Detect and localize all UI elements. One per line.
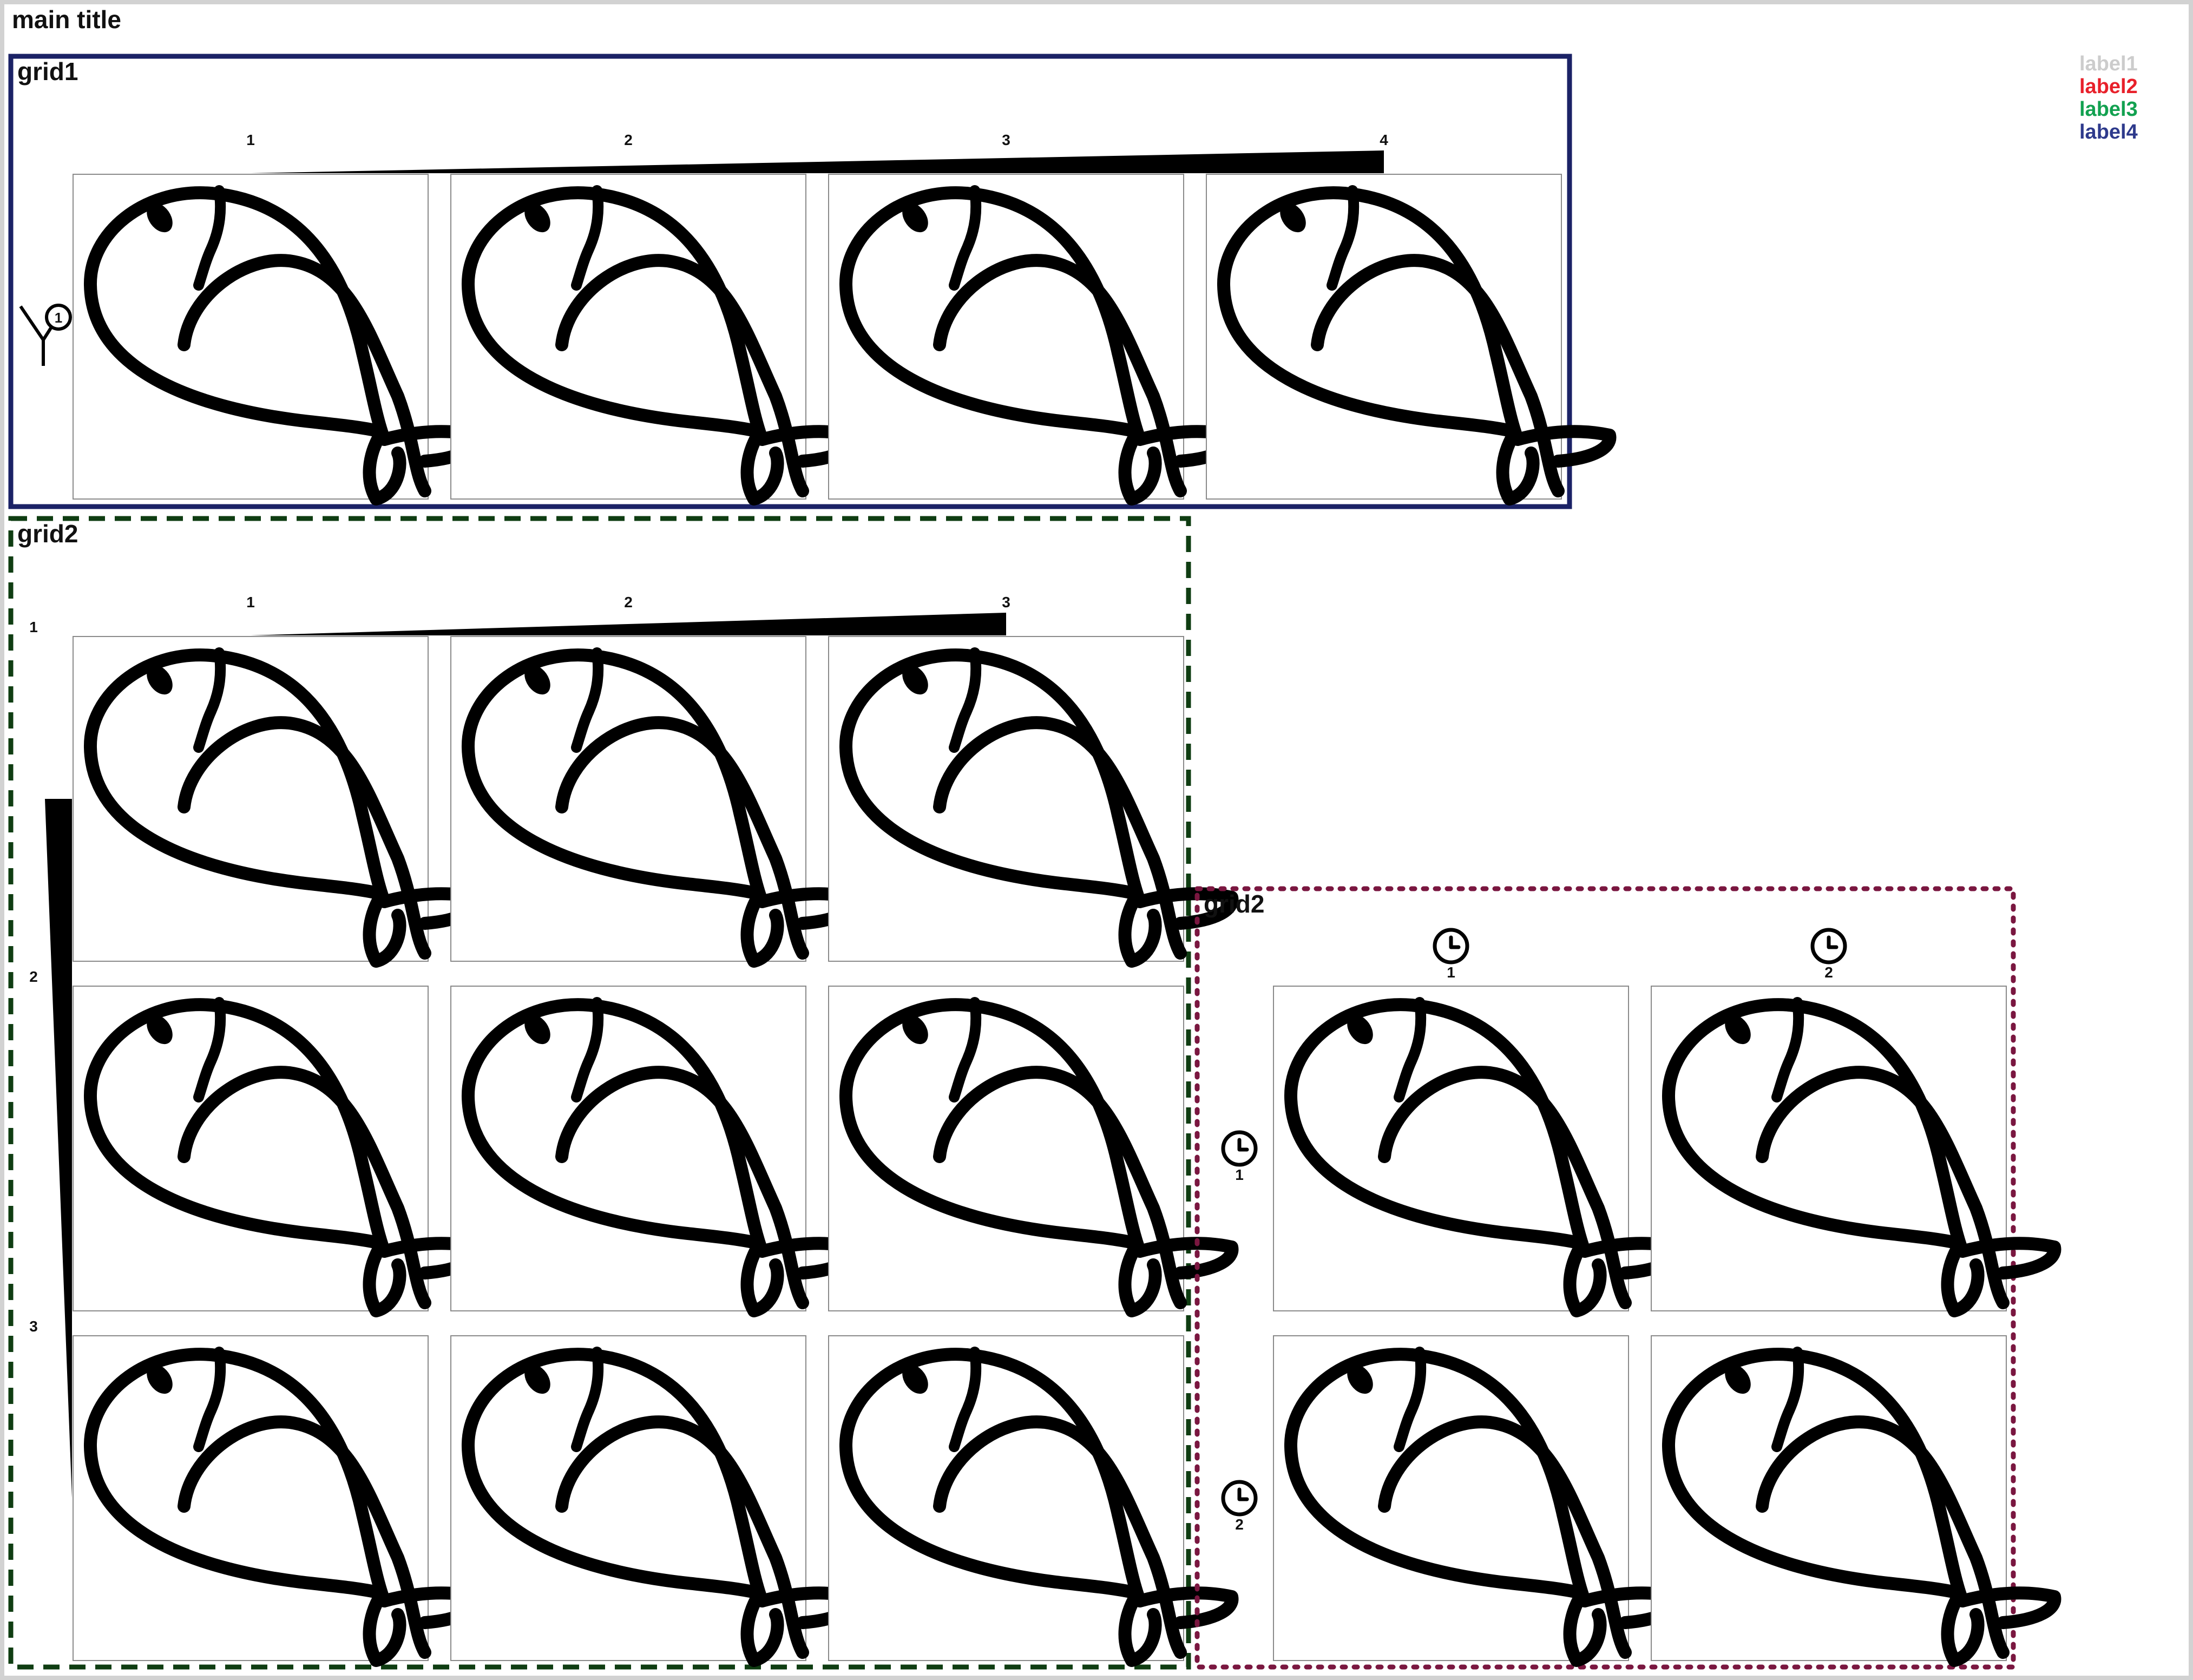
legend-label-3: label3 bbox=[2079, 98, 2138, 121]
col-label: 2 bbox=[624, 594, 633, 611]
legend-label-4: label4 bbox=[2079, 121, 2138, 143]
clock-icon bbox=[1435, 930, 1467, 962]
row-label: 3 bbox=[29, 1318, 38, 1335]
legend-label-1: label1 bbox=[2079, 52, 2138, 75]
row-label: 2 bbox=[29, 968, 38, 985]
legend: label1 label2 label3 label4 bbox=[2079, 52, 2138, 143]
wedge-ramp-icon bbox=[251, 613, 1006, 635]
row-label: 1 bbox=[55, 310, 62, 326]
col-label: 3 bbox=[1002, 132, 1010, 148]
grid-title: grid2 bbox=[17, 520, 78, 548]
grid-border bbox=[8, 54, 1572, 509]
branch-node-icon bbox=[19, 304, 72, 366]
clock-icon bbox=[1813, 930, 1845, 962]
grid-title: grid1 bbox=[17, 57, 78, 86]
wedge-ramp-icon bbox=[45, 799, 72, 1498]
wedge-ramp-icon bbox=[251, 150, 1384, 173]
grid-panel: grid2 1 2 1 2 bbox=[1194, 886, 2054, 1670]
main-title: main title bbox=[12, 5, 121, 34]
grid-title: grid2 bbox=[1204, 890, 1264, 918]
row-label: 1 bbox=[29, 619, 38, 635]
row-label: 2 bbox=[1235, 1516, 1244, 1533]
grid-panel: grid2 1 2 3 1 2 3 bbox=[8, 516, 1232, 1670]
grid-border bbox=[8, 516, 1191, 1670]
col-label: 1 bbox=[1447, 964, 1455, 981]
row-label: 1 bbox=[1235, 1166, 1244, 1183]
col-label: 1 bbox=[246, 132, 255, 148]
grids-layer: grid1 1 2 3 4 1 grid2 1 2 3 1 2 3 grid2 1 2 1 2 bbox=[8, 54, 2054, 1670]
col-label: 2 bbox=[1824, 964, 1833, 981]
col-label: 3 bbox=[1002, 594, 1010, 611]
clock-icon bbox=[1223, 1482, 1256, 1514]
clock-icon bbox=[1223, 1132, 1256, 1165]
col-label: 4 bbox=[1380, 132, 1388, 148]
grid-panel: grid1 1 2 3 4 1 bbox=[8, 54, 1610, 509]
col-label: 1 bbox=[246, 594, 255, 611]
col-label: 2 bbox=[624, 132, 633, 148]
legend-label-2: label2 bbox=[2079, 75, 2138, 98]
